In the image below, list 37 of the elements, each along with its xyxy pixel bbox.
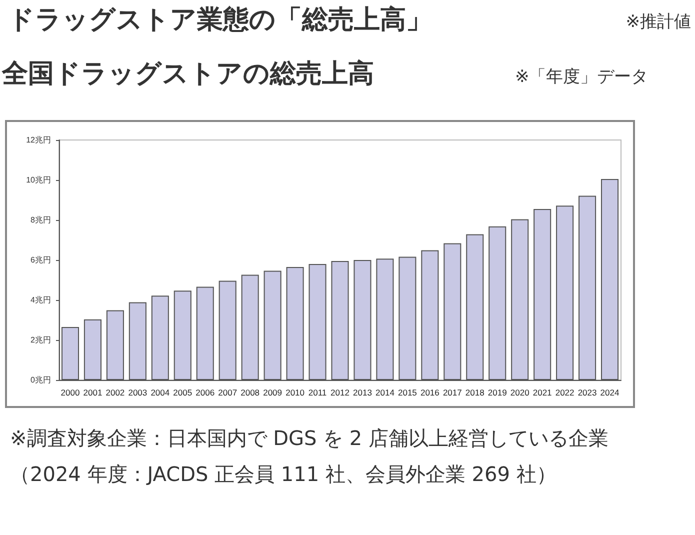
x-tick-label: 2020 bbox=[510, 388, 530, 398]
y-tick-label: 6兆円 bbox=[30, 256, 51, 264]
x-tick-label: 2024 bbox=[600, 388, 620, 398]
x-tick-label: 2004 bbox=[150, 388, 170, 398]
x-tick-label: 2015 bbox=[398, 388, 418, 398]
x-tick-label: 2018 bbox=[465, 388, 485, 398]
y-tick-label: 4兆円 bbox=[30, 296, 51, 304]
x-tick-label: 2014 bbox=[376, 388, 395, 398]
text: ※「年度」データ bbox=[515, 66, 648, 88]
y-tick-label: 0兆円 bbox=[30, 376, 51, 384]
x-tick-label: 2001 bbox=[83, 388, 102, 398]
x-tick-label: 2010 bbox=[286, 388, 305, 398]
chart-subtitle: 全国ドラッグストアの総売上高 bbox=[2, 58, 374, 91]
x-tick-label: 2009 bbox=[263, 388, 282, 398]
x-tick-label: 2011 bbox=[308, 388, 327, 398]
x-tick-label: 2016 bbox=[420, 388, 440, 398]
x-tick-label: 2000 bbox=[60, 388, 80, 398]
x-tick-label: 2023 bbox=[578, 388, 597, 398]
x-tick-label: 2017 bbox=[442, 388, 462, 398]
x-tick-label: 2002 bbox=[106, 388, 125, 398]
x-tick-label: 2003 bbox=[128, 388, 148, 398]
x-tick-label: 2021 bbox=[532, 388, 552, 398]
text: ※推計値 bbox=[626, 11, 691, 33]
x-tick-label: 2008 bbox=[240, 388, 260, 398]
x-tick-label: 2006 bbox=[196, 388, 215, 398]
text: ※調査対象企業：日本国内で DGS を 2 店舗以上経営している企業（2024 年度：JACDS 正会員 111 社、会員外企業 269 社） bbox=[10, 425, 610, 488]
x-tick-label: 2005 bbox=[173, 388, 192, 398]
y-tick-label: 10兆円 bbox=[26, 176, 51, 184]
y-tick-label: 12兆円 bbox=[26, 136, 51, 144]
x-tick-label: 2013 bbox=[353, 388, 372, 398]
y-tick-label: 8兆円 bbox=[30, 216, 51, 224]
x-tick-label: 2007 bbox=[218, 388, 238, 398]
y-tick-label: 2兆円 bbox=[30, 336, 51, 344]
x-tick-label: 2012 bbox=[330, 388, 350, 398]
x-tick-label: 2022 bbox=[555, 388, 575, 398]
x-tick-label: 2019 bbox=[488, 388, 508, 398]
chart-title: ドラッグストア業態の「総売上高」 bbox=[8, 4, 432, 37]
